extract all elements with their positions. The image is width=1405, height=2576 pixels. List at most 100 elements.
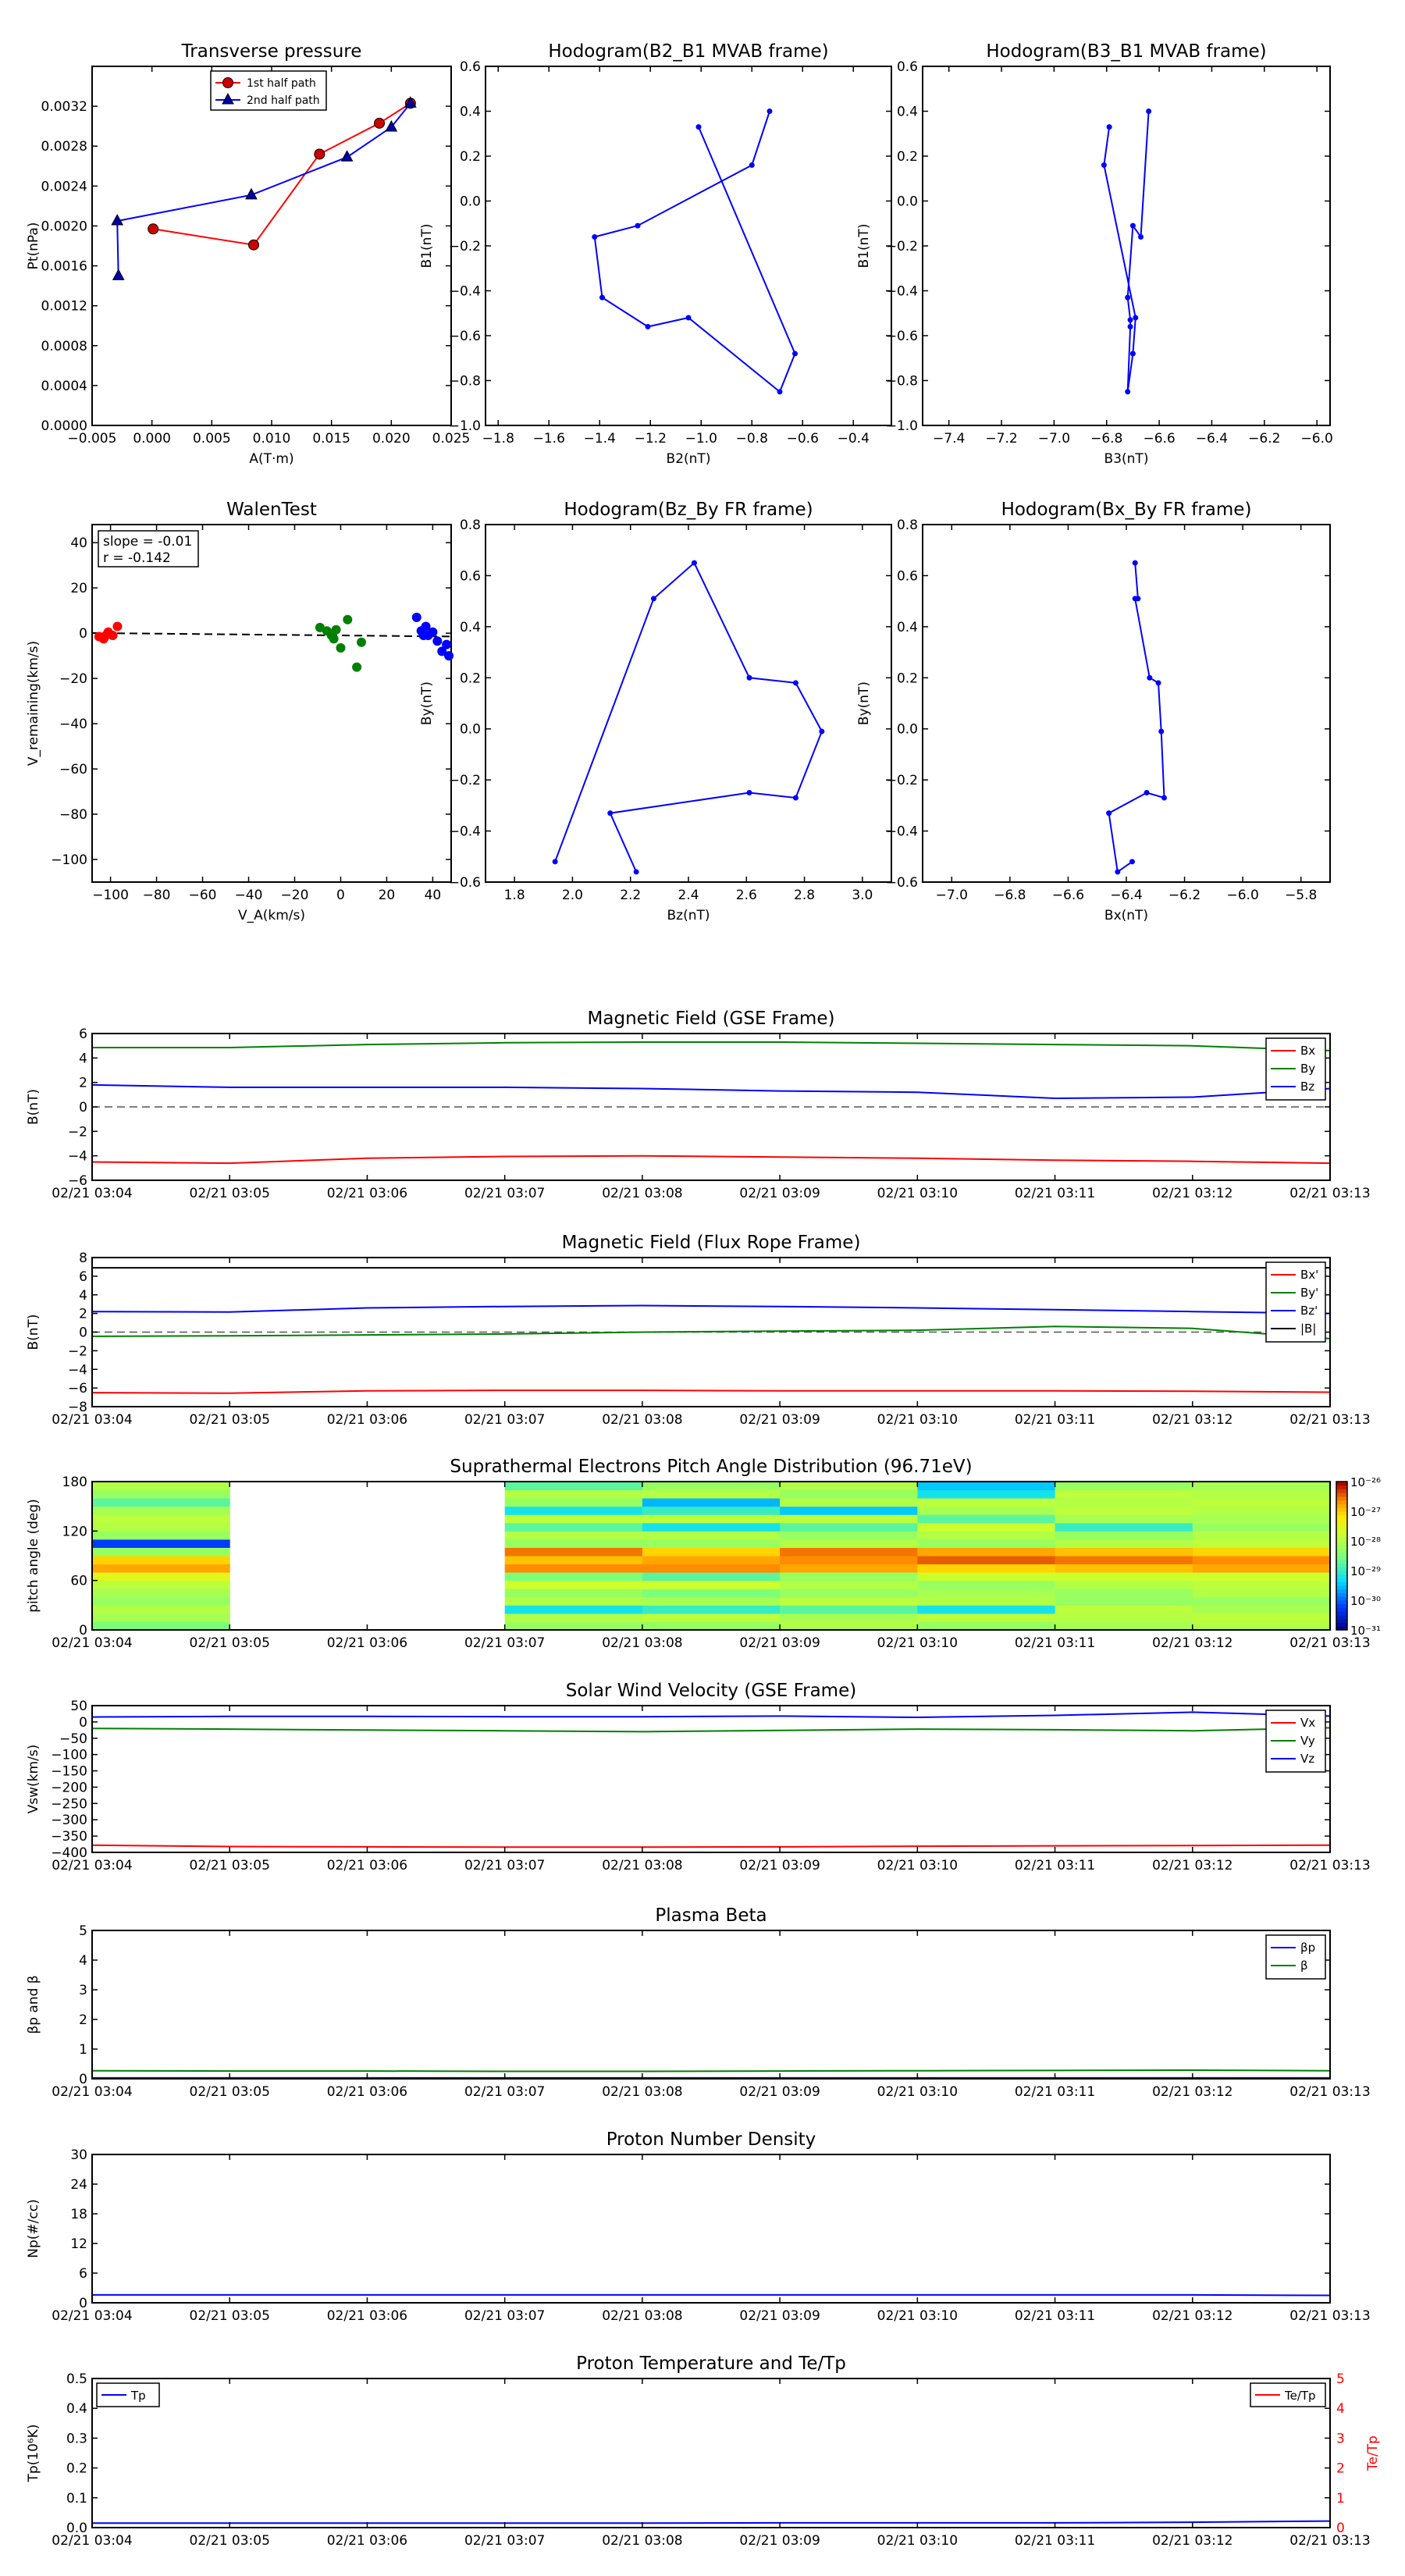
y-tick-label: 0.4 <box>66 2401 87 2417</box>
time-tick-label: 02/21 03:05 <box>190 2533 270 2549</box>
chart-hodo2: Hodogram(B3_B1 MVAB frame) −1.0 −0.8 −0.6 −0… <box>856 41 1333 467</box>
data-point <box>418 631 429 641</box>
series-line <box>91 1083 1331 1100</box>
heatmap-cell <box>1055 1547 1193 1557</box>
y2-tick-label: 0 <box>1336 2521 1345 2536</box>
y-tick-label: −0.6 <box>449 329 481 344</box>
heatmap-cell <box>917 1498 1056 1507</box>
legend-label: Vx <box>1300 1716 1315 1730</box>
x-axis-label: B3(nT) <box>1104 451 1149 467</box>
series-line <box>91 1155 1331 1165</box>
y-axis-label: Tp(10⁶K) <box>26 2424 41 2482</box>
x-tick-label: −0.6 <box>787 431 819 447</box>
time-tick-label: 02/21 03:04 <box>52 1412 132 1428</box>
data-point <box>222 77 233 88</box>
heatmap-cell <box>504 1613 643 1622</box>
heatmap-cell <box>642 1621 781 1631</box>
time-tick-label: 02/21 03:05 <box>190 1412 270 1428</box>
time-tick-label: 02/21 03:07 <box>464 1635 545 1651</box>
colorbar-segment <box>1336 1507 1347 1512</box>
chart-walen: WalenTest −100 −80 −60 −40 −20 0 20 40 −100 −80 −60… <box>26 500 454 923</box>
heatmap-cell <box>1192 1589 1331 1598</box>
legend-label: Vy <box>1300 1734 1315 1748</box>
heatmap-cell <box>92 1556 230 1565</box>
axes-frame <box>485 66 892 426</box>
y-tick-label: 0.2 <box>460 149 481 165</box>
x-tick-label: 0.000 <box>133 431 171 447</box>
colorbar-segment <box>1336 1537 1347 1542</box>
heatmap-cell <box>92 1522 230 1532</box>
y-tick-label: −0.4 <box>886 284 918 300</box>
heatmap-cell <box>92 1539 230 1548</box>
heatmap-cell <box>642 1572 781 1582</box>
colorbar-segment <box>1336 1611 1347 1616</box>
legend-label: βp <box>1300 1941 1315 1955</box>
time-tick-label: 02/21 03:12 <box>1152 2308 1232 2324</box>
y-tick-label: 6 <box>79 1269 87 1285</box>
axes-frame <box>91 524 452 883</box>
legend-label: Bx' <box>1300 1268 1318 1282</box>
heatmap-cell <box>917 1547 1056 1557</box>
y-tick-label: −6 <box>68 1381 87 1397</box>
x-axis-label: V_A(km/s) <box>238 908 305 923</box>
x-tick-label: −1.2 <box>635 431 667 447</box>
data-point <box>1155 680 1161 686</box>
heatmap-cell <box>642 1539 781 1548</box>
heatmap-cell <box>642 1605 781 1614</box>
heatmap-cell <box>92 1531 230 1540</box>
x-tick-label: −7.4 <box>933 431 965 447</box>
data-point <box>428 627 438 637</box>
colorbar-segment <box>1336 1541 1347 1546</box>
time-tick-label: 02/21 03:12 <box>1152 1412 1232 1428</box>
data-point <box>1144 790 1150 795</box>
y-axis-label: Vsw(km/s) <box>26 1745 41 1814</box>
time-tick-label: 02/21 03:04 <box>52 2084 132 2100</box>
heatmap-cell <box>92 1596 230 1606</box>
legend-label: Bz' <box>1300 1304 1318 1318</box>
data-point <box>1129 222 1136 229</box>
y-tick-label: 0.6 <box>897 568 918 584</box>
y-tick-label: 0.2 <box>460 671 481 686</box>
heatmap-cell <box>504 1621 643 1631</box>
y-tick-label: −0.4 <box>886 824 918 840</box>
x-tick-label: −1.8 <box>482 431 514 447</box>
time-tick-label: 02/21 03:04 <box>52 2533 132 2549</box>
data-point <box>343 614 353 624</box>
data-point <box>444 651 454 661</box>
x-tick-label: 2.6 <box>736 888 757 903</box>
colorbar-segment <box>1336 1552 1347 1557</box>
colorbar-tick-label: 10⁻²⁹ <box>1350 1564 1381 1578</box>
y-tick-label: 0.6 <box>460 59 481 75</box>
heatmap-cell <box>1192 1531 1331 1540</box>
data-point <box>1129 859 1135 865</box>
colorbar-segment <box>1336 1544 1347 1549</box>
x-tick-label: 0.020 <box>372 431 411 447</box>
heatmap-cell <box>92 1580 230 1589</box>
data-point <box>1101 162 1107 168</box>
chart-title: Suprathermal Electrons Pitch Angle Distr… <box>450 1457 972 1477</box>
x-axis-label: B2(nT) <box>667 451 711 467</box>
colorbar-segment <box>1336 1559 1347 1564</box>
heatmap-cell <box>917 1572 1056 1582</box>
heatmap-cell <box>1192 1556 1331 1565</box>
x-tick-label: 1.8 <box>504 888 525 903</box>
heatmap-cell <box>504 1605 643 1614</box>
heatmap-cell <box>1192 1514 1331 1524</box>
heatmap-cell <box>504 1589 643 1598</box>
heatmap-cell <box>780 1506 918 1515</box>
x-tick-label: −6.0 <box>1301 431 1333 447</box>
colorbar-segment <box>1336 1493 1347 1497</box>
axes-frame <box>91 1930 1331 2080</box>
colorbar-segment <box>1336 1556 1347 1560</box>
x-tick-label: −7.0 <box>1038 431 1070 447</box>
data-point <box>385 119 398 132</box>
y-tick-label: 0.0 <box>897 194 918 210</box>
y2-tick-label: 2 <box>1336 2461 1345 2477</box>
y-tick-label: −100 <box>51 1748 87 1763</box>
time-tick-label: 02/21 03:09 <box>739 1858 820 1873</box>
heatmap-cell <box>1055 1572 1193 1582</box>
y-tick-label: 0 <box>79 2072 87 2087</box>
colorbar-segment <box>1336 1518 1347 1523</box>
time-tick-label: 02/21 03:06 <box>327 2084 407 2100</box>
heatmap-cell <box>1055 1514 1193 1524</box>
